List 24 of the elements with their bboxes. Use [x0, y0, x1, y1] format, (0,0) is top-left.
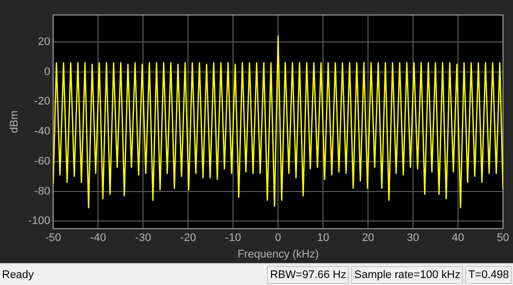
x-tick-label: -50	[45, 232, 62, 244]
y-axis-title: dBm	[8, 110, 21, 134]
x-axis-title: Frequency (kHz)	[237, 248, 319, 260]
x-tick-label: -40	[90, 232, 106, 244]
y-tick-label: -20	[34, 96, 50, 108]
x-tick-label: -30	[135, 232, 152, 244]
text: Ready	[0, 267, 36, 283]
x-tick-label: -10	[225, 232, 242, 244]
y-tick-label: -100	[28, 215, 50, 228]
x-tick-label: 10	[316, 232, 330, 244]
y-tick-label: -60	[34, 155, 50, 168]
text: Sample rate=100 kHz	[351, 266, 464, 284]
y-tick-label: 0	[44, 66, 50, 78]
y-tick-label: -40	[34, 126, 50, 138]
x-tick-label: 30	[406, 232, 420, 244]
y-tick-label: 20	[38, 36, 50, 48]
x-tick-label: 40	[452, 232, 464, 244]
x-tick-label: 50	[496, 232, 510, 244]
text: RBW=97.66 Hz	[267, 266, 350, 284]
y-tick-label: -80	[34, 185, 50, 198]
x-tick-label: -20	[180, 232, 196, 244]
x-tick-label: 0	[275, 232, 282, 244]
text: T=0.498	[465, 266, 512, 284]
x-tick-label: 20	[362, 232, 374, 244]
